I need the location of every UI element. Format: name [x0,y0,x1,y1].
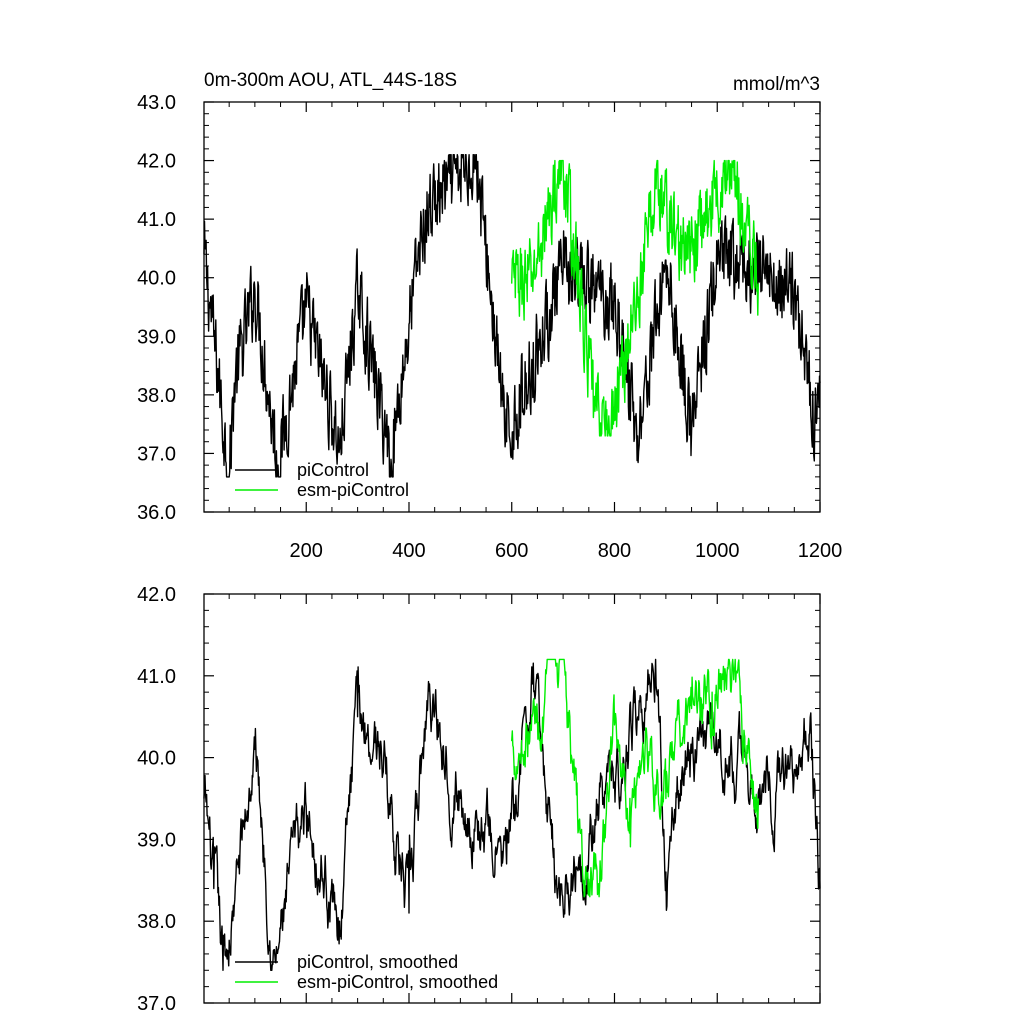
y-tick-label: 43.0 [137,92,176,114]
bottom-panel: 37.0 38.0 39.0 40.0 41.0 42.0 piControl, smoo… [137,584,821,1015]
y-tick-label: 37.0 [137,443,176,465]
top-axes: 36.0 37.0 38.0 39.0 40.0 41.0 42.0 43.0 200 400 60… [137,92,842,562]
top-panel: 0m-300m AOU, ATL_44S-18S mmol/m^3 36.0 37… [137,70,842,562]
x-tick-label: 800 [598,540,631,562]
top-series-group [203,154,821,478]
y-tick-label: 38.0 [137,385,176,407]
x-tick-label: 1200 [798,540,843,562]
y-tick-label: 42.0 [137,151,176,173]
x-tick-label: 1000 [695,540,740,562]
x-tick-label: 600 [495,540,528,562]
y-tick-label: 41.0 [137,209,176,231]
series-line-esm-picontrol-smoothed [511,658,759,898]
series-line-picontrol-smoothed [203,658,821,971]
legend-label-picontrol-smoothed: piControl, smoothed [297,952,458,972]
y-tick-label: 36.0 [137,502,176,524]
y-tick-label: 42.0 [137,584,176,606]
x-tick-label: 400 [392,540,425,562]
y-tick-label: 39.0 [137,829,176,851]
bottom-axes: 37.0 38.0 39.0 40.0 41.0 42.0 [137,584,821,1015]
y-tick-label: 40.0 [137,268,176,290]
series-line-picontrol [203,154,821,478]
legend-label-picontrol: piControl [297,460,369,480]
legend-label-esm-picontrol: esm-piControl [297,480,409,500]
y-tick-label: 38.0 [137,911,176,933]
top-legend: piControl esm-piControl [235,460,409,500]
bottom-series-group [203,658,821,971]
units-label: mmol/m^3 [733,74,820,95]
y-tick-label: 41.0 [137,666,176,688]
x-tick-label: 200 [290,540,323,562]
series-line-esm-picontrol [511,159,759,437]
chart-title: 0m-300m AOU, ATL_44S-18S [204,70,457,91]
legend-label-esm-picontrol-smoothed: esm-piControl, smoothed [297,972,498,992]
y-tick-label: 37.0 [137,993,176,1015]
y-tick-label: 40.0 [137,748,176,770]
bottom-legend: piControl, smoothed esm-piControl, smoot… [235,952,498,992]
y-tick-label: 39.0 [137,326,176,348]
